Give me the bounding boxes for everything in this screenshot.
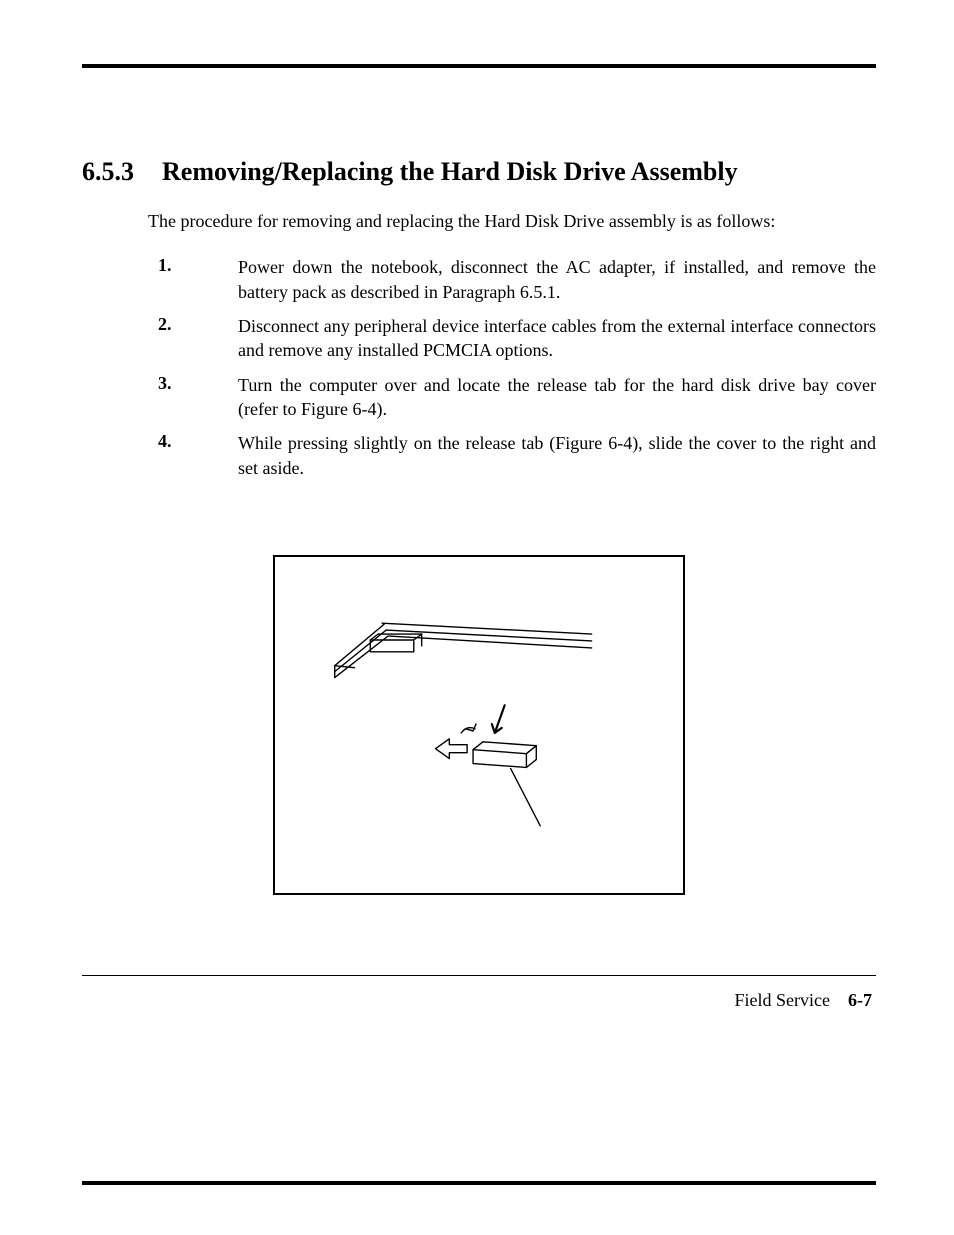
bottom-rule-thick [82,1181,876,1185]
step-text: While pressing slightly on the release t… [238,431,876,480]
page: 6.5.3 Removing/Replacing the Hard Disk Dr… [0,0,954,1235]
figure-wrap [82,555,876,895]
step-text: Disconnect any peripheral device interfa… [238,314,876,363]
section-title: Removing/Replacing the Hard Disk Drive A… [162,157,738,186]
bottom-rule-thin [82,975,876,976]
step-number: 3. [158,373,238,394]
top-rule [82,64,876,68]
step-text: Turn the computer over and locate the re… [238,373,876,422]
step-number: 4. [158,431,238,452]
step-number: 2. [158,314,238,335]
steps-list: 1. Power down the notebook, disconnect t… [82,255,876,479]
list-item: 1. Power down the notebook, disconnect t… [82,255,876,304]
list-item: 2. Disconnect any peripheral device inte… [82,314,876,363]
step-number: 1. [158,255,238,276]
figure-box [273,555,685,895]
list-item: 3. Turn the computer over and locate the… [82,373,876,422]
footer-label: Field Service [735,990,830,1011]
step-text: Power down the notebook, disconnect the … [238,255,876,304]
section-heading: 6.5.3 Removing/Replacing the Hard Disk Dr… [82,156,876,187]
list-item: 4. While pressing slightly on the releas… [82,431,876,480]
hdd-assembly-diagram-icon [275,557,679,889]
section-number: 6.5.3 [82,156,134,187]
intro-paragraph: The procedure for removing and replacing… [148,209,876,233]
footer-page-number: 6-7 [848,990,872,1011]
footer: Field Service 6-7 [82,990,876,1011]
